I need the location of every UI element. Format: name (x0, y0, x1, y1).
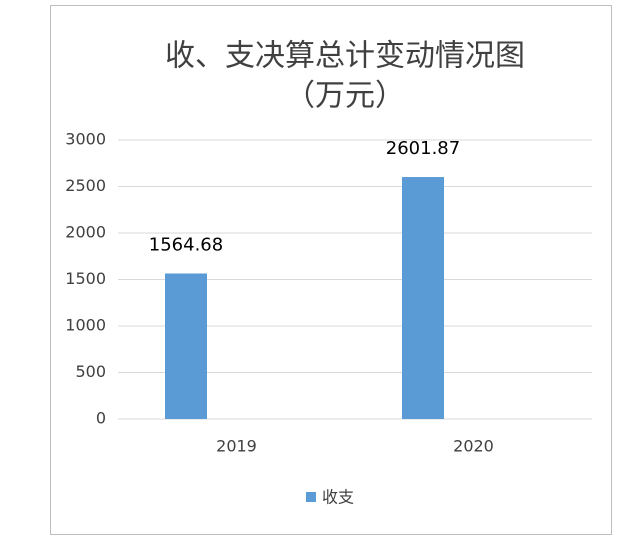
data-label: 2601.87 (386, 138, 460, 159)
chart-title: 收、支决算总计变动情况图 (165, 39, 525, 74)
data-label: 1564.68 (149, 234, 223, 255)
bar (165, 273, 207, 419)
x-tick-label: 2020 (453, 437, 494, 456)
y-tick-label: 1000 (65, 316, 106, 335)
chart-frame (50, 5, 612, 535)
y-tick-label: 1500 (65, 269, 106, 288)
y-tick-label: 2000 (65, 223, 106, 242)
legend-label: 收支 (322, 488, 354, 507)
y-tick-label: 500 (75, 362, 106, 381)
chart-subtitle: （万元） (285, 79, 405, 114)
y-tick-label: 3000 (65, 130, 106, 149)
bar (402, 177, 444, 419)
legend-swatch (306, 492, 316, 502)
y-tick-label: 2500 (65, 176, 106, 195)
x-tick-label: 2019 (216, 437, 257, 456)
y-tick-label: 0 (96, 409, 106, 428)
